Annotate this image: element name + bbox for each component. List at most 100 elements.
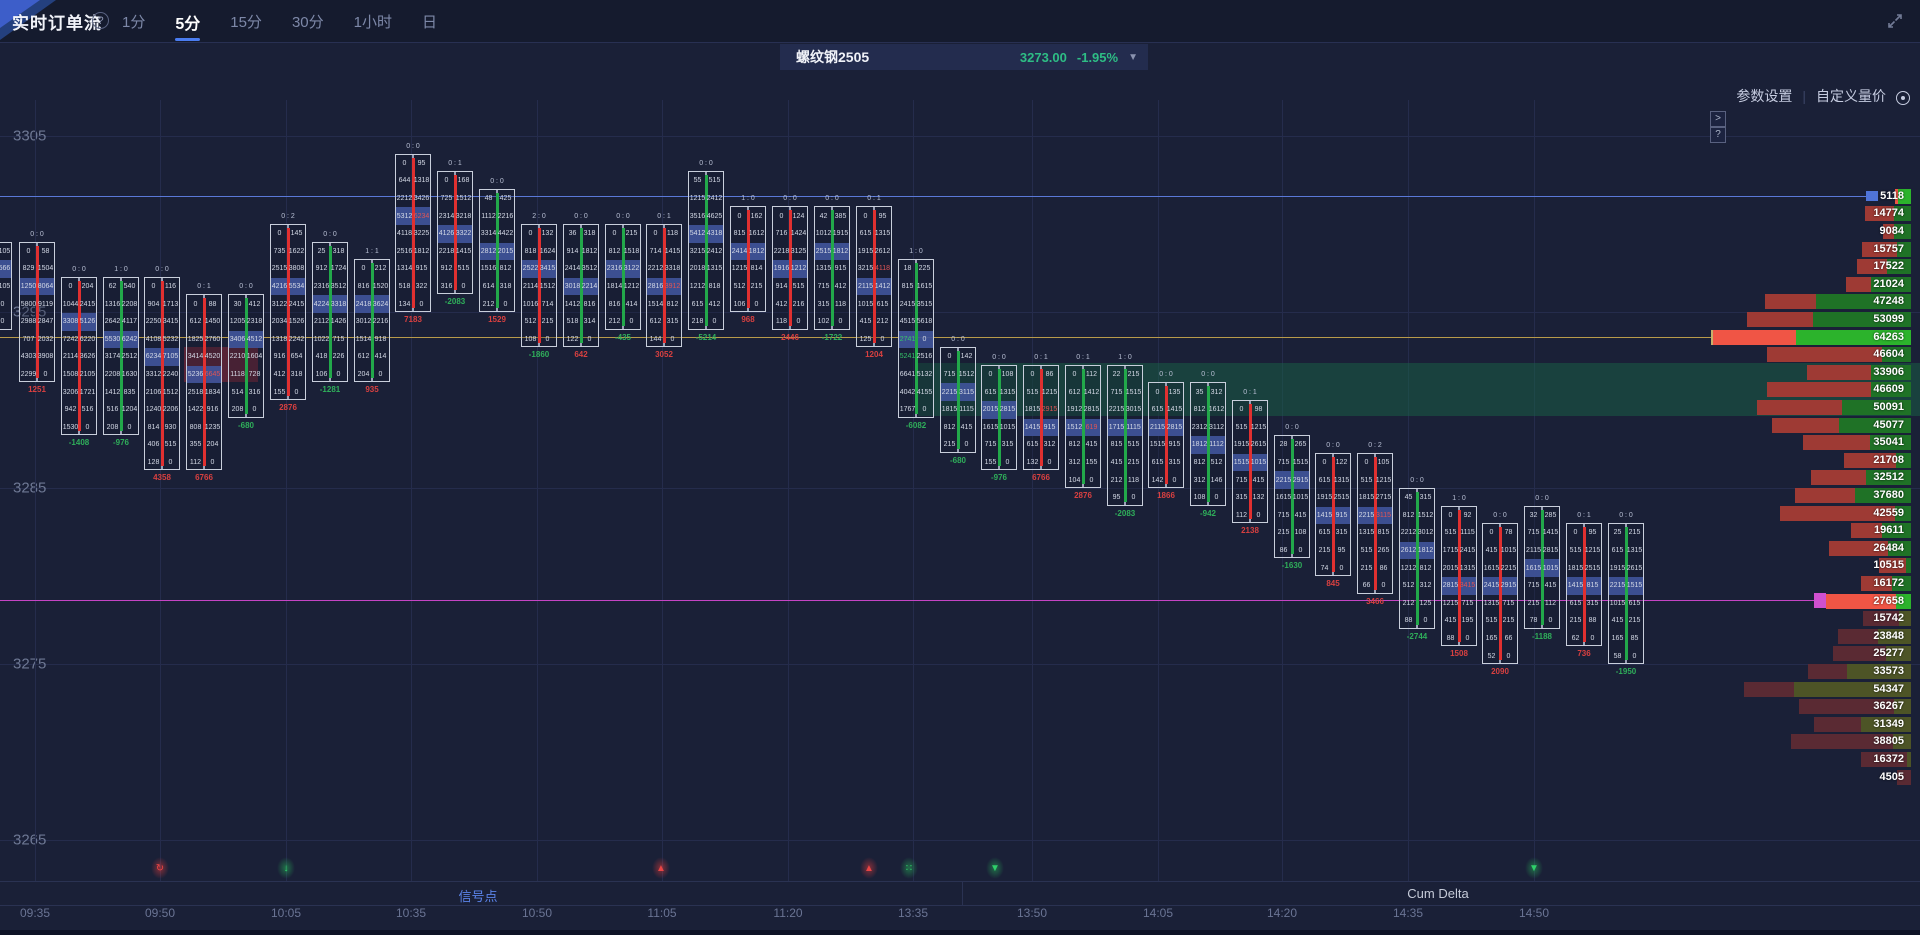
tab-15分[interactable]: 15分: [230, 14, 262, 31]
blue-line-marker[interactable]: [1866, 191, 1878, 201]
volume-profile-bar[interactable]: [1767, 347, 1911, 363]
footprint-bar[interactable]: 0 92 515 1115 1715 2415 2015 1315 2815 3415 1215 71…: [1441, 505, 1477, 647]
volume-profile-bar[interactable]: [1862, 241, 1911, 257]
signal-buy-icon[interactable]: ▼: [986, 857, 1004, 879]
footprint-bar[interactable]: 45 315 812 1512 2212 3012 2612 1812 1212 812 512 31…: [1399, 488, 1435, 629]
volume-profile-bar[interactable]: [1857, 259, 1911, 275]
volume-profile-bar[interactable]: [1806, 364, 1911, 380]
signal-buy-icon[interactable]: ↓: [277, 857, 295, 879]
volume-profile-bar[interactable]: [1747, 312, 1911, 327]
footprint-bar[interactable]: 0 105 515 1215 1815 2715 2215 3115 1315 815 515 265…: [1357, 452, 1393, 594]
footprint-bar[interactable]: 62 540 1316 2208 2642 4117 5530 6242 3174 2512 220…: [103, 276, 139, 436]
volume-profile-bar[interactable]: [1767, 382, 1911, 398]
footprint-bar[interactable]: 0 95 515 1215 1815 2515 1415 815 615 315 215 88 62 0: [1566, 523, 1602, 647]
volume-profile-bar[interactable]: [1803, 435, 1911, 451]
footprint-bar[interactable]: 0 78 415 1015 1615 2215 2415 2915 1315 715 515 215 1…: [1482, 523, 1518, 664]
collapse-icon[interactable]: [1886, 12, 1904, 30]
footprint-bar[interactable]: 0 142 715 1512 2215 3115 1815 1115 812 415 215 0: [940, 347, 976, 453]
tab-1分[interactable]: 1分: [122, 14, 146, 31]
volume-profile-bar[interactable]: [1837, 628, 1911, 644]
footprint-bar[interactable]: 0 135 615 1415 2115 2815 1515 915 615 315 142 0: [1148, 382, 1184, 488]
volume-profile-bar[interactable]: [1765, 294, 1911, 310]
volume-profile-bar[interactable]: [1807, 664, 1911, 679]
volume-profile-bar[interactable]: [1825, 593, 1911, 609]
footprint-bar[interactable]: 0 112 612 1412 1912 2815 1512 619 812 415 312 155 10…: [1065, 364, 1101, 488]
volume-profile-bar[interactable]: [1756, 400, 1911, 415]
footprint-bar[interactable]: 0 98 515 1215 1915 2615 1515 1015 715 415 315 132 11…: [1232, 400, 1268, 524]
footprint-bar[interactable]: 55 515 1215 2412 3516 4625 5412 4318 3215 2412 201…: [688, 171, 724, 330]
expand-panel-button[interactable]: >: [1710, 111, 1726, 127]
footprint-bar[interactable]: 0 86 515 1215 1815 2915 1415 915 615 312 132 0: [1023, 364, 1059, 471]
footprint-bar[interactable]: 0 118 714 1415 2212 3318 2816 3912 1514 812 612 315…: [646, 224, 682, 348]
volume-profile-bar[interactable]: [1791, 734, 1911, 750]
volume-profile-bar[interactable]: [1814, 716, 1911, 732]
footprint-bar[interactable]: 0 162 815 1612 2414 1812 1215 814 512 215 106 0: [730, 206, 766, 312]
volume-profile-bar[interactable]: [1878, 558, 1911, 574]
volume-profile-bar[interactable]: [1829, 540, 1911, 556]
panel-help-button[interactable]: ?: [1710, 127, 1726, 143]
footprint-bar[interactable]: 42 385 1012 1915 2515 1812 1315 915 715 412 315 118…: [814, 206, 850, 330]
signal-panel-label[interactable]: 信号点: [458, 889, 498, 904]
footprint-bar[interactable]: 0 124 716 1424 2218 3125 1916 1212 914 515 412 216 1…: [772, 206, 808, 330]
volume-profile-bar[interactable]: [1794, 488, 1911, 503]
footprint-bar[interactable]: 28 265 715 1515 2215 2915 1615 1015 715 415 215 108…: [1274, 435, 1310, 559]
volume-profile-bar[interactable]: [1865, 206, 1911, 222]
footprint-bar[interactable]: 0 95 644 1318 2212 3426 5312 6234 4118 3225 2516 18…: [395, 153, 431, 312]
tab-5分[interactable]: 5分: [173, 0, 202, 44]
magenta-line-marker[interactable]: [1814, 593, 1826, 608]
tab-日[interactable]: 日: [421, 14, 437, 31]
footprint-bar[interactable]: 30 412 1205 2318 3406 4512 2210 1604 1118 728 514 3…: [228, 294, 264, 418]
footprint-bar[interactable]: 25 215 615 1315 1915 2615 2215 1515 1015 615 415 21…: [1608, 523, 1644, 664]
signal-sell-icon[interactable]: ▲: [860, 857, 878, 879]
footprint-bar[interactable]: 0 88 612 1450 1825 2760 3414 4520 5236 6645 2518 18…: [186, 294, 222, 471]
instrument-selector[interactable]: 螺纹钢2505 3273.00 -1.95% ▼: [780, 44, 1148, 70]
volume-profile-bar[interactable]: [1895, 188, 1911, 204]
footprint-bar[interactable]: 36 318 914 1812 2414 3512 3018 2214 1412 816 518 31…: [563, 224, 599, 348]
profile-volume-label: 5118: [1880, 189, 1904, 202]
volume-profile-bar[interactable]: [1772, 417, 1911, 433]
footprint-bar[interactable]: 0 215 812 1518 2316 3122 1814 1212 816 414 212 0: [605, 224, 641, 330]
footprint-bar[interactable]: 0 132 818 1624 2522 3415 2114 1512 1016 714 512 215…: [521, 224, 557, 348]
footprint-bar[interactable]: 0 95 615 1315 1915 2612 3215 4118 2115 1412 1015 61…: [856, 206, 892, 348]
volume-profile-bar[interactable]: [1850, 523, 1911, 539]
footprint-bar[interactable]: 0 58 829 1504 1250 8064 5800 9119 2988 2847 707 203…: [19, 241, 55, 383]
footprint-bar[interactable]: 0 108 615 1315 2015 2815 1615 1015 715 315 155 0: [981, 364, 1017, 471]
footprint-bar[interactable]: 48 425 1112 2216 3314 4422 2812 2015 1516 812 614 3…: [479, 188, 515, 312]
footprint-bar[interactable]: 35 312 812 1612 2312 3112 1812 1112 812 512 312 146…: [1190, 382, 1226, 506]
settings-button[interactable]: 参数设置: [1736, 88, 1793, 104]
custom-volume-price-button[interactable]: 自定义量价: [1816, 88, 1886, 104]
footprint-bar[interactable]: 0 204 1044 2415 3308 5126 7242 6220 2114 3626 1508…: [61, 276, 97, 436]
tab-1小时[interactable]: 1小时: [353, 14, 392, 31]
footprint-bar[interactable]: 6470910519087566847091056205000: [0, 241, 12, 330]
footprint-bar[interactable]: 0 168 725 1512 2314 3218 4126 3322 2218 1415 912 51…: [437, 171, 473, 295]
volume-profile-bar[interactable]: [1897, 769, 1911, 785]
volume-profile-bar[interactable]: [1861, 576, 1911, 591]
footprint-bar[interactable]: 0 212 816 1520 2418 3624 3012 2216 1514 918 612 414…: [354, 259, 390, 383]
footprint-bar[interactable]: 22 215 715 1515 2215 3015 1715 1115 815 515 415 215…: [1107, 364, 1143, 506]
volume-profile-bar[interactable]: [1833, 646, 1911, 662]
volume-profile-bar[interactable]: [1860, 752, 1911, 767]
footprint-bar[interactable]: 18 225 815 1615 2415 3515 4515 5618 2741 0 5241 251…: [898, 259, 934, 418]
visibility-icon[interactable]: [1896, 91, 1910, 105]
volume-profile-bar[interactable]: [1810, 470, 1911, 486]
footprint-bar[interactable]: 32 285 715 1415 2115 2815 1615 1015 715 415 215 112…: [1524, 505, 1560, 629]
signal-sell-icon[interactable]: ↻: [151, 857, 169, 879]
help-icon[interactable]: ?: [92, 12, 109, 29]
signal-sell-icon[interactable]: ▲: [652, 857, 670, 879]
cum-delta-panel-label[interactable]: Cum Delta: [1407, 886, 1469, 901]
volume-profile-bar[interactable]: [1844, 452, 1911, 468]
signal-buy-icon[interactable]: ∷: [900, 857, 918, 879]
volume-profile-bar[interactable]: [1799, 699, 1911, 715]
tab-30分[interactable]: 30分: [291, 14, 324, 31]
footprint-bar[interactable]: 0 145 735 1622 2515 3808 4216 5534 3122 2415 2034 1…: [270, 224, 306, 400]
footprint-bar[interactable]: 25 318 912 1724 2316 3512 4224 3318 2112 1426 1022…: [312, 241, 348, 383]
volume-profile-bar[interactable]: [1713, 329, 1911, 345]
signal-buy-icon[interactable]: ▼: [1525, 857, 1543, 879]
footprint-bar[interactable]: 0 116 904 1713 2250 3415 4108 5232 6234 7105 3312 2…: [144, 276, 180, 471]
volume-profile-bar[interactable]: [1846, 276, 1911, 292]
volume-profile-bar[interactable]: [1743, 681, 1911, 697]
footprint-bar[interactable]: 0 122 615 1315 1915 2515 1415 915 615 315 215 95 74 0: [1315, 452, 1351, 576]
volume-profile-bar[interactable]: [1883, 224, 1911, 239]
volume-profile-bar[interactable]: [1862, 611, 1911, 627]
volume-profile-bar[interactable]: [1779, 505, 1911, 521]
